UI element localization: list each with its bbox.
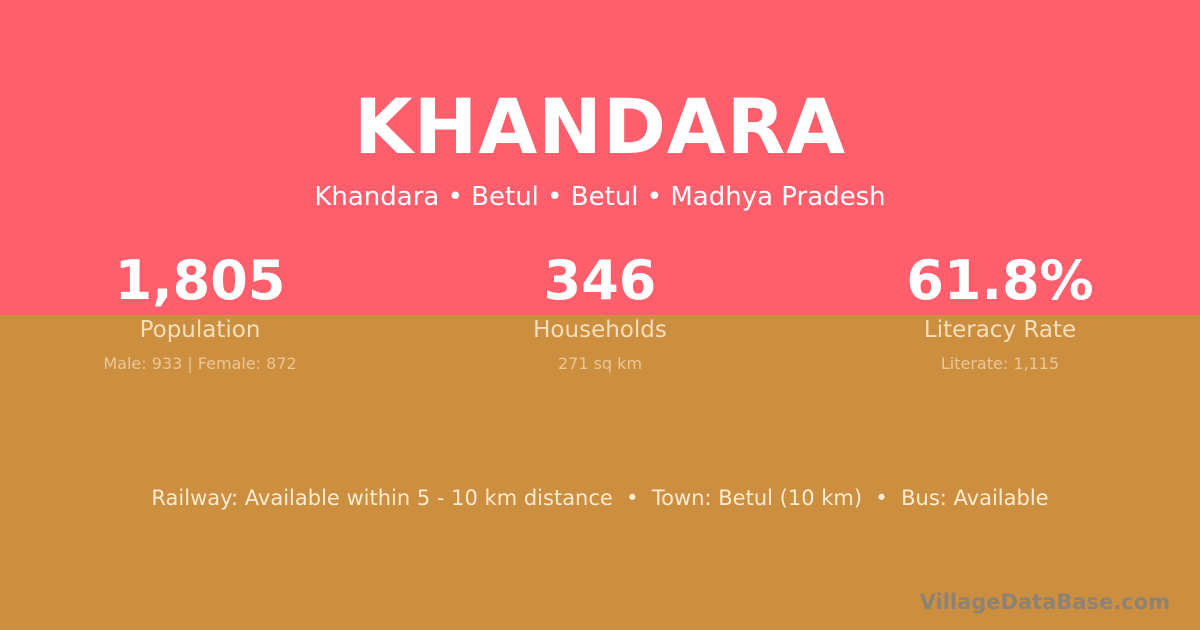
- stat-value: 61.8%: [906, 249, 1094, 312]
- brand-watermark: VillageDataBase.com: [919, 590, 1170, 614]
- stat-label: Literacy Rate: [923, 317, 1077, 343]
- stat-label: Households: [533, 317, 667, 343]
- header-band: [0, 0, 1200, 315]
- stat-detail: Literate: 1,115: [940, 354, 1060, 373]
- stat-population: 1,805 Population Male: 933 | Female: 872: [0, 248, 400, 373]
- village-title: KHANDARA: [353, 82, 847, 171]
- stat-detail: Male: 933 | Female: 872: [103, 354, 297, 373]
- connectivity-facts: Railway: Available within 5 - 10 km dist…: [151, 486, 1049, 510]
- stat-detail: 271 sq km: [557, 354, 643, 373]
- stat-value: 1,805: [114, 249, 286, 312]
- location-breadcrumb: Khandara • Betul • Betul • Madhya Prades…: [314, 182, 886, 212]
- stat-literacy: 61.8% Literacy Rate Literate: 1,115: [800, 248, 1200, 373]
- stat-households: 346 Households 271 sq km: [400, 248, 800, 373]
- stat-label: Population: [139, 317, 261, 343]
- stat-value: 346: [543, 249, 657, 312]
- footer-band: [0, 315, 1200, 630]
